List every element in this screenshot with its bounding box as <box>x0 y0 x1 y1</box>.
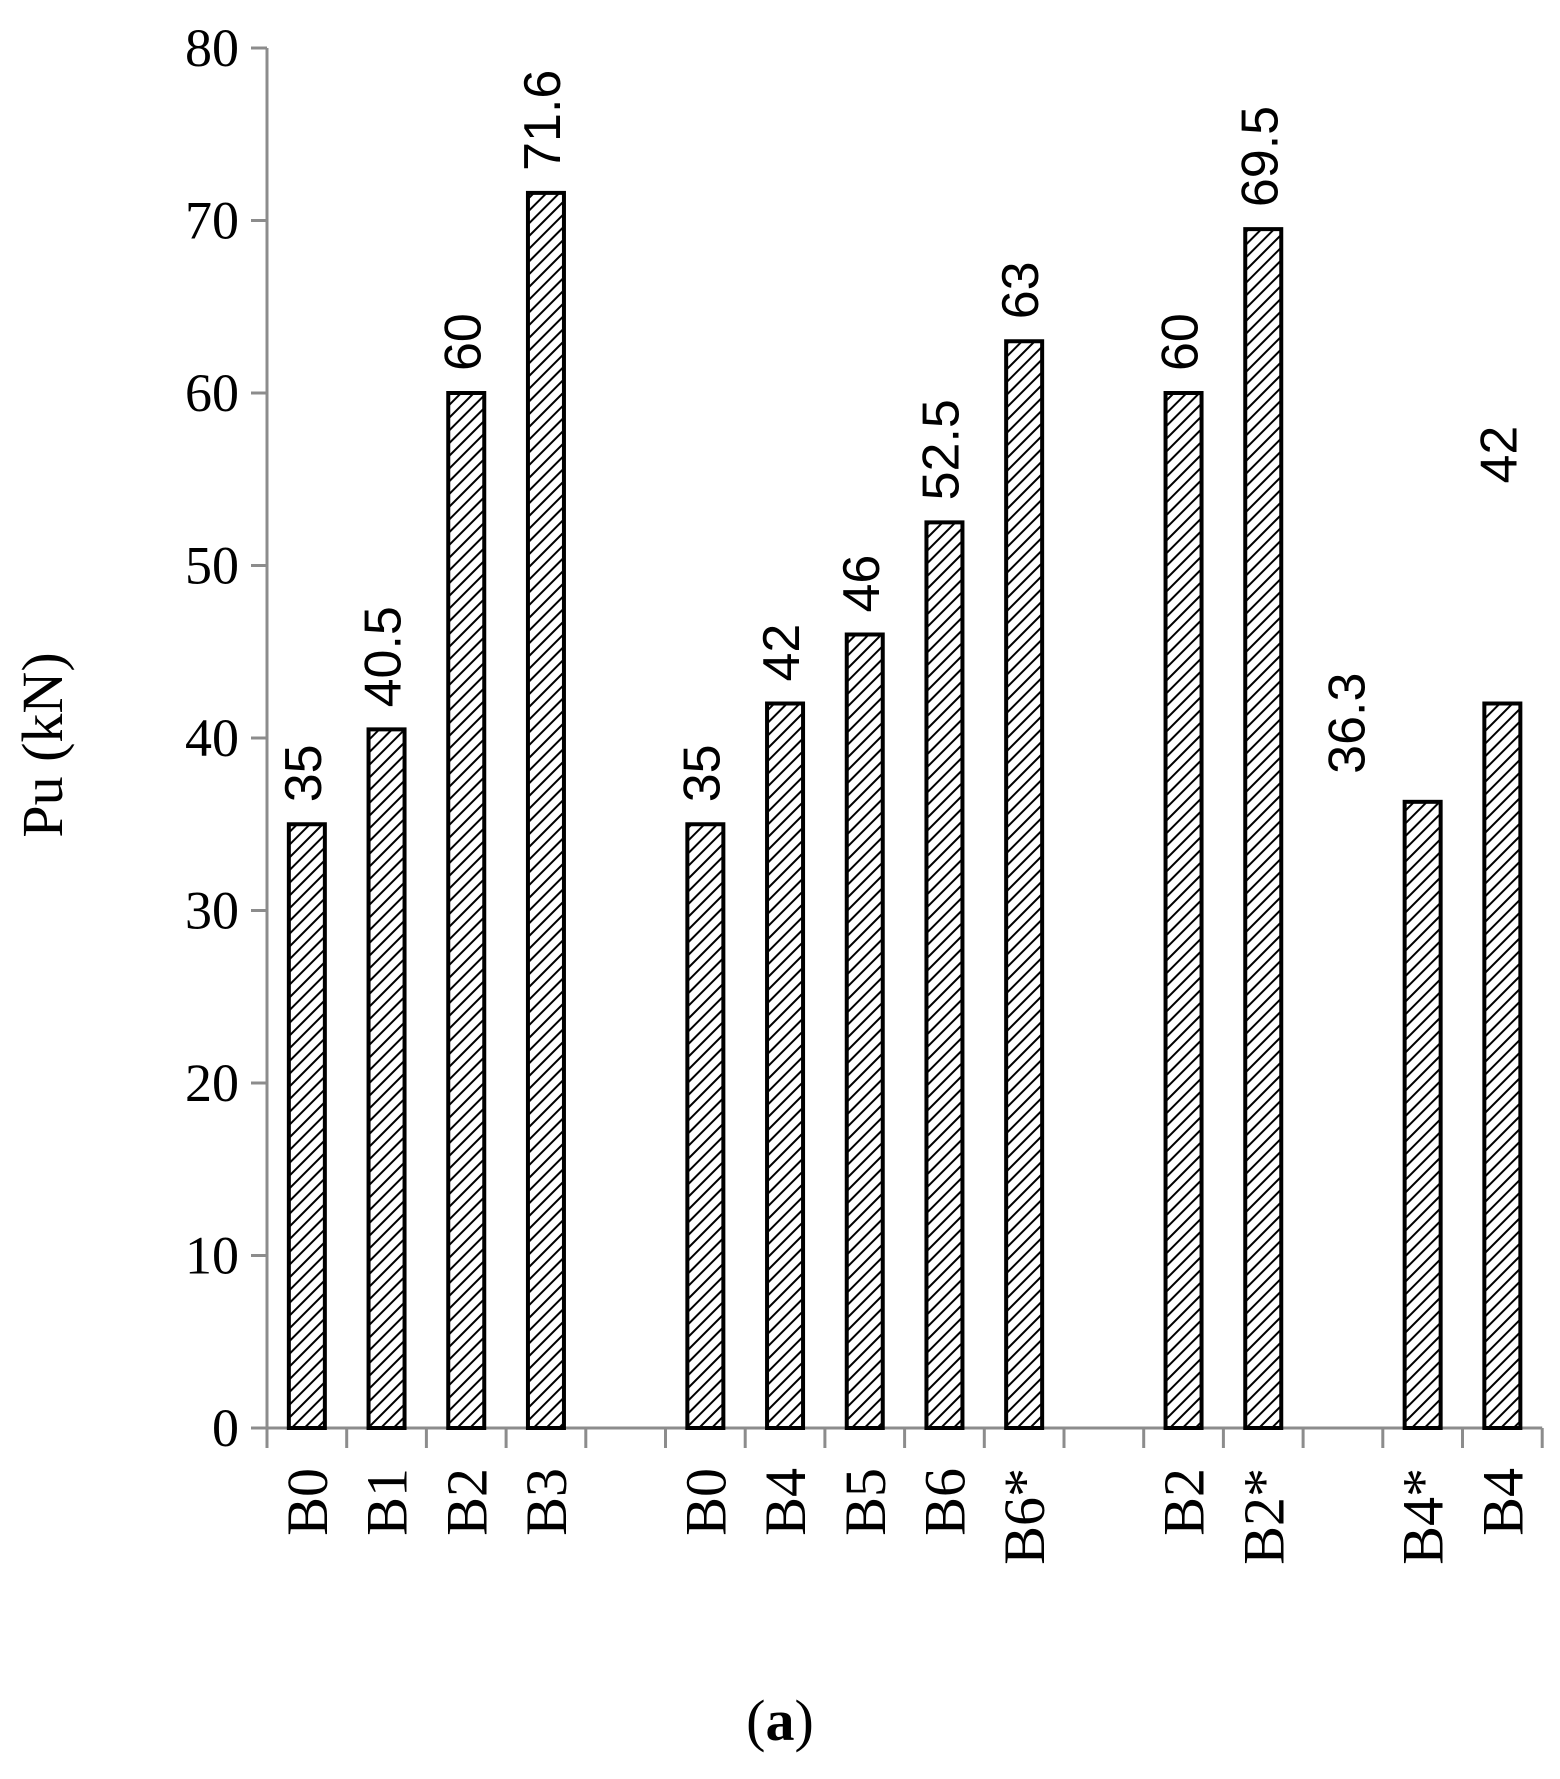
bar-b4-star <box>1402 799 1443 1430</box>
caption-close: ) <box>795 1688 814 1753</box>
x-category-label: B4* <box>1391 1468 1456 1565</box>
caption-letter: a <box>766 1688 795 1753</box>
y-tick-label: 20 <box>185 1053 239 1113</box>
data-label: 46 <box>833 555 891 613</box>
data-label: 35 <box>275 744 333 802</box>
bar-b4 <box>765 701 806 1430</box>
x-category-label: B6* <box>992 1468 1057 1565</box>
y-tick-label: 60 <box>185 363 239 423</box>
x-category-label: B2 <box>1152 1468 1217 1536</box>
x-category-label: B2 <box>434 1468 499 1536</box>
bar-b0 <box>685 822 726 1430</box>
y-axis-title: Pu (kN) <box>10 652 75 837</box>
data-label: 60 <box>1152 313 1210 371</box>
x-category-label: B2* <box>1231 1468 1296 1565</box>
bar-b6 <box>924 520 965 1430</box>
data-label: 52.5 <box>912 399 970 500</box>
data-label: 69.5 <box>1231 106 1289 207</box>
labels: 35 B0 40.5 B1 60 B2 71.6 B3 35 B0 42 B4 46 B5 52.5 B6 63… <box>275 70 1535 1565</box>
bar-b2 <box>446 391 487 1430</box>
y-tick-label: 70 <box>185 191 239 251</box>
data-label: 40.5 <box>355 606 413 707</box>
y-tick-label: 50 <box>185 536 239 596</box>
bar-b1 <box>366 727 407 1430</box>
data-label: 63 <box>992 261 1050 319</box>
data-label: 71.6 <box>514 70 572 171</box>
y-tick-label: 10 <box>185 1226 239 1286</box>
bar-b2 <box>1163 391 1204 1430</box>
y-tick-label: 40 <box>185 708 239 768</box>
bar-b3 <box>525 190 566 1430</box>
x-category-label: B6 <box>912 1468 977 1536</box>
y-tick-label: 80 <box>185 18 239 78</box>
y-tick-label: 30 <box>185 881 239 941</box>
x-category-label: B0 <box>673 1468 738 1536</box>
data-label: 42 <box>1470 426 1528 484</box>
axes: 0 10 20 30 40 50 60 70 80 <box>185 18 1544 1458</box>
data-label: 36.3 <box>1319 673 1377 774</box>
figure-caption: (a) <box>746 1688 814 1753</box>
x-category-label: B5 <box>833 1468 898 1536</box>
data-label: 35 <box>673 744 731 802</box>
bar-b0 <box>286 822 327 1430</box>
x-category-label: B0 <box>275 1468 340 1536</box>
y-tick-label: 0 <box>212 1398 239 1458</box>
bar-b6-star <box>1004 339 1045 1430</box>
bars <box>286 190 1523 1430</box>
data-label: 60 <box>434 313 492 371</box>
caption-open: ( <box>746 1688 765 1753</box>
bar-b2-star <box>1243 227 1284 1430</box>
bar-b5 <box>844 632 885 1430</box>
x-category-label: B3 <box>514 1468 579 1536</box>
bar-b4 <box>1482 701 1523 1430</box>
x-category-label: B4 <box>753 1468 818 1536</box>
x-category-label: B1 <box>355 1468 420 1536</box>
data-label: 42 <box>753 624 811 682</box>
x-category-label: B4 <box>1470 1468 1535 1536</box>
